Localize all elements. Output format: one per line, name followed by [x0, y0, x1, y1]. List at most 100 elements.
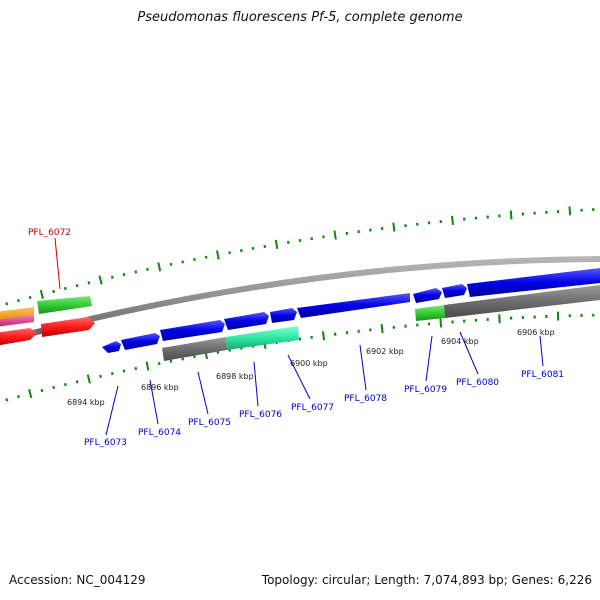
scale-minor-tick — [87, 281, 91, 285]
scale-minor-tick — [181, 260, 185, 264]
gene-label[interactable]: PFL_6079 — [404, 385, 447, 395]
leader-line — [459, 331, 479, 375]
scale-major-tick — [498, 314, 501, 324]
gene-red-pfl6072[interactable] — [41, 317, 95, 337]
topology-value: circular; — [321, 573, 371, 587]
scale-minor-tick — [75, 284, 79, 288]
coordinate-label: 6906 kbp — [517, 328, 555, 337]
coordinate-label: 6900 kbp — [290, 359, 328, 368]
label-leader-lines — [54, 237, 544, 436]
gene-green-6079[interactable] — [415, 305, 445, 321]
scale-minor-tick — [193, 257, 196, 262]
gene-label[interactable]: PFL_6074 — [138, 428, 181, 438]
scale-minor-tick — [63, 286, 67, 291]
gene-pfl6075[interactable] — [160, 320, 225, 341]
coordinate-label: 6894 kbp — [67, 398, 105, 407]
scale-minor-tick — [251, 246, 255, 251]
coordinate-label: 6898 kbp — [216, 372, 254, 381]
forward-strand-genes — [102, 268, 600, 353]
gene-label[interactable]: PFL_6076 — [239, 410, 282, 420]
gene-label[interactable]: PFL_6072 — [28, 228, 71, 238]
gene-label[interactable]: PFL_6081 — [521, 370, 564, 380]
topology-label: Topology: — [261, 573, 318, 587]
gene-label[interactable]: PFL_6080 — [456, 378, 499, 388]
scale-major-tick — [39, 289, 44, 300]
scale-minor-tick — [110, 275, 114, 279]
gene-label[interactable]: PFL_6078 — [344, 394, 387, 404]
leader-line — [253, 361, 259, 407]
coordinate-label: 6902 kbp — [366, 347, 404, 356]
scale-major-tick — [509, 210, 513, 220]
coordinate-label: 6904 kbp — [441, 337, 479, 346]
scale-minor-tick — [75, 380, 79, 384]
leader-line — [287, 354, 311, 400]
gene-pfl6077[interactable] — [270, 308, 297, 323]
gene-gray-6080[interactable] — [444, 285, 600, 318]
gene-pfl6079[interactable] — [413, 288, 442, 303]
scale-major-tick — [392, 222, 396, 232]
scale-major-tick — [157, 262, 162, 272]
scale-minor-tick — [52, 289, 56, 294]
gene-pfl6076[interactable] — [224, 312, 269, 330]
leader-line — [425, 335, 433, 382]
scale-major-tick — [321, 331, 326, 341]
genome-stats: Topology: circular; Length: 7,074,893 bp; … — [262, 573, 592, 587]
scale-minor-tick — [64, 383, 67, 387]
left-feature-genes — [0, 296, 95, 346]
scale-minor-tick — [5, 398, 9, 402]
gene-red-left[interactable] — [0, 328, 37, 346]
scale-minor-tick — [122, 272, 126, 277]
scale-major-tick — [274, 239, 279, 249]
gene-labels: PFL_6072 PFL_6073 PFL_6074 PFL_6075 PFL_6076… — [28, 228, 564, 448]
accession-label: Accession: — [9, 573, 73, 587]
scale-minor-tick — [193, 355, 196, 359]
scale-minor-tick — [204, 255, 208, 259]
coordinate-label: 6896 kbp — [141, 383, 179, 392]
scale-major-tick — [451, 215, 454, 226]
scale-major-tick — [568, 206, 572, 216]
scale-minor-tick — [99, 374, 102, 378]
scale-minor-tick — [17, 395, 20, 399]
scale-major-tick — [86, 374, 91, 384]
genes-value: 6,226 — [557, 573, 592, 587]
scale-minor-tick — [240, 248, 243, 253]
scale-minor-tick — [110, 372, 114, 376]
map-title: Pseudomonas fluorescens Pf-5, complete g… — [137, 10, 463, 25]
scale-minor-tick — [134, 366, 138, 371]
scale-minor-tick — [28, 295, 32, 300]
upper-scale-track — [5, 206, 595, 306]
gene-pfl6080[interactable] — [442, 284, 467, 298]
scale-minor-tick — [134, 270, 138, 274]
scale-minor-tick — [228, 251, 231, 255]
scale-minor-tick — [5, 302, 9, 306]
gene-green-pfl6072[interactable] — [37, 296, 92, 314]
scale-minor-tick — [146, 267, 149, 271]
length-value: 7,074,893 bp; — [423, 573, 508, 587]
gene-pink[interactable] — [0, 315, 34, 327]
gene-teal-6076[interactable] — [226, 326, 299, 350]
gene-label[interactable]: PFL_6073 — [84, 438, 127, 448]
scale-major-tick — [380, 323, 384, 334]
gene-label[interactable]: PFL_6075 — [188, 418, 231, 428]
leader-line — [197, 371, 209, 415]
gene-pfl6081[interactable] — [467, 268, 600, 297]
gene-pfl6074[interactable] — [121, 333, 160, 350]
gene-pfl6073[interactable] — [102, 341, 121, 353]
scale-major-tick — [439, 318, 443, 328]
coordinate-labels: 6894 kbp 6896 kbp 6898 kbp 6900 kbp 6902 kbp… — [67, 328, 555, 407]
leader-line — [359, 344, 367, 391]
gene-label[interactable]: PFL_6077 — [291, 403, 334, 413]
scale-minor-tick — [169, 359, 173, 363]
leader-line — [149, 379, 159, 425]
leader-line — [54, 237, 61, 290]
scale-minor-tick — [286, 240, 290, 244]
leader-line — [105, 385, 119, 436]
scale-major-tick — [28, 388, 33, 399]
scale-major-tick — [145, 361, 150, 371]
reverse-strand-genes — [162, 285, 600, 361]
gene-pfl6078[interactable] — [297, 293, 410, 318]
gene-gray-6075[interactable] — [162, 337, 227, 361]
scale-minor-tick — [52, 385, 56, 390]
